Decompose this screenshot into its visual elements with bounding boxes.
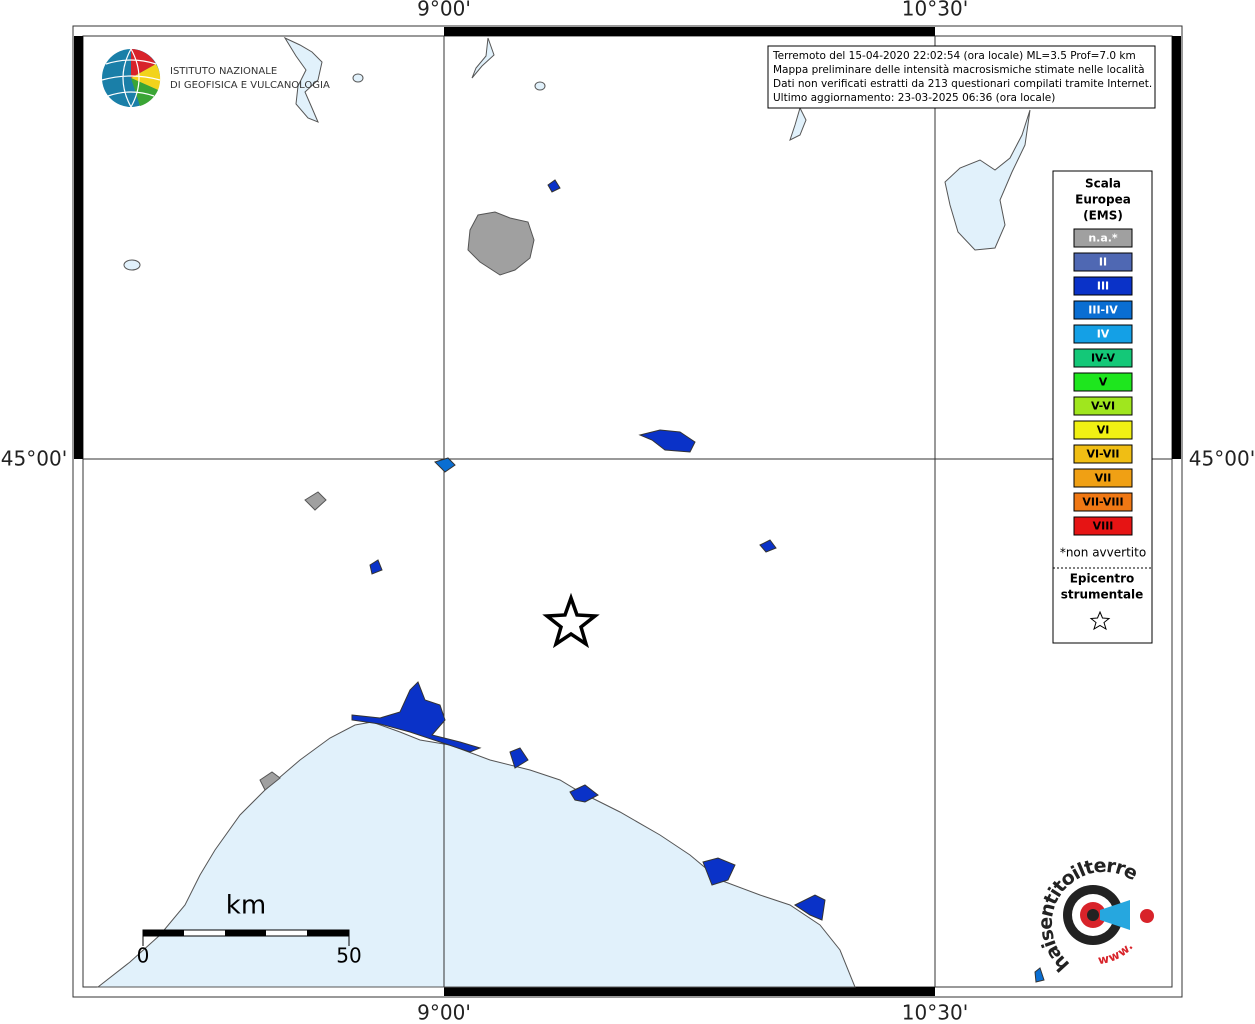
site-logo-ring [1087,909,1099,921]
info-line: Dati non verificati estratti da 213 ques… [773,78,1152,90]
legend-label: n.a.* [1088,232,1118,245]
info-line: Terremoto del 15-04-2020 22:02:54 (ora l… [772,50,1136,62]
info-box [767,45,1156,109]
locality [1034,967,1045,983]
scale-label: 50 [336,944,361,968]
frame-band [1172,36,1181,459]
legend-label: VI [1097,424,1110,437]
legend-swatch [1073,396,1133,416]
tick-label: 9°00' [417,0,471,21]
scale-bar: km 0 50 [137,891,362,968]
legend-swatch [1073,516,1133,536]
locality [467,211,535,276]
tick-label: 10°30' [902,0,968,21]
locality [304,491,327,511]
legend-title: Scala [1085,177,1121,191]
locality [569,784,599,803]
legend-swatch [1073,444,1133,464]
tick-label: 45°00' [1,447,67,471]
scale-bar-segment [143,930,184,936]
legend-label: VII [1095,472,1112,485]
locality [638,429,696,453]
legend-box [1052,170,1153,644]
legend-label: IV [1097,328,1110,341]
legend-swatch [1073,468,1133,488]
legend-epicenter: strumentale [1061,588,1144,602]
locality [509,747,529,769]
logo-text: DI GEOFISICA E VULCANOLOGIA [170,80,330,91]
legend-epicenter: Epicentro [1070,572,1135,586]
epicenter [542,592,600,649]
site-logo-badge [1140,909,1154,923]
legend-label: VII-VIII [1082,496,1123,509]
legend-swatch [1073,492,1133,512]
legend-label: III-IV [1088,304,1118,317]
site-logo-horn [1100,900,1130,930]
legend-label: III [1097,280,1109,293]
logo-lines [101,48,161,108]
scale-bar-segment [225,930,266,936]
legend-swatch [1073,324,1133,344]
lake [352,73,364,83]
logo-segment [131,78,158,106]
lake [534,81,546,91]
legend-label: V-VI [1091,400,1115,413]
frame-band [444,987,935,996]
legend-swatch [1073,348,1133,368]
legend-label: VI-VII [1086,448,1119,461]
tick-label: 10°30' [902,1001,968,1024]
scale-unit: km [226,891,266,921]
legend-title: Europea [1075,193,1131,207]
info-line: Mappa preliminare delle intensità macros… [773,64,1145,76]
tick-label: 45°00' [1189,447,1255,471]
locality [351,681,482,753]
ingv-logo: ISTITUTO NAZIONALE DI GEOFISICA E VULCAN… [101,48,330,108]
tick-label: 9°00' [417,1001,471,1024]
legend-label: VIII [1093,520,1114,533]
locality [794,894,826,921]
legend-note: *non avvertito [1060,546,1146,560]
frame-band [444,27,935,36]
lake [789,106,807,141]
locality [702,857,736,886]
logo-segment [131,49,156,78]
scale-label: 0 [137,944,150,968]
legend-label: II [1099,256,1107,269]
lake [471,37,495,79]
locality [759,539,777,553]
lake [944,109,1031,251]
legend-epicenter-symbol [1089,610,1111,631]
frame-band [74,36,83,459]
lake [123,259,141,271]
logo-text: ISTITUTO NAZIONALE [170,66,277,77]
info-line: Ultimo aggiornamento: 23-03-2025 06:36 (… [773,92,1055,104]
scale-bar-segment [307,930,349,936]
legend-label: V [1099,376,1108,389]
legend-swatch [1073,228,1133,248]
legend-swatch [1073,420,1133,440]
legend-swatch [1073,252,1133,272]
locality [259,771,281,791]
legend-title: (EMS) [1083,209,1123,223]
locality [434,457,456,473]
lake [283,36,323,123]
legend-swatch [1073,276,1133,296]
legend-swatch [1073,372,1133,392]
legend-swatch [1073,300,1133,320]
locality [547,179,561,193]
locality [369,559,383,575]
legend-label: IV-V [1091,352,1116,365]
